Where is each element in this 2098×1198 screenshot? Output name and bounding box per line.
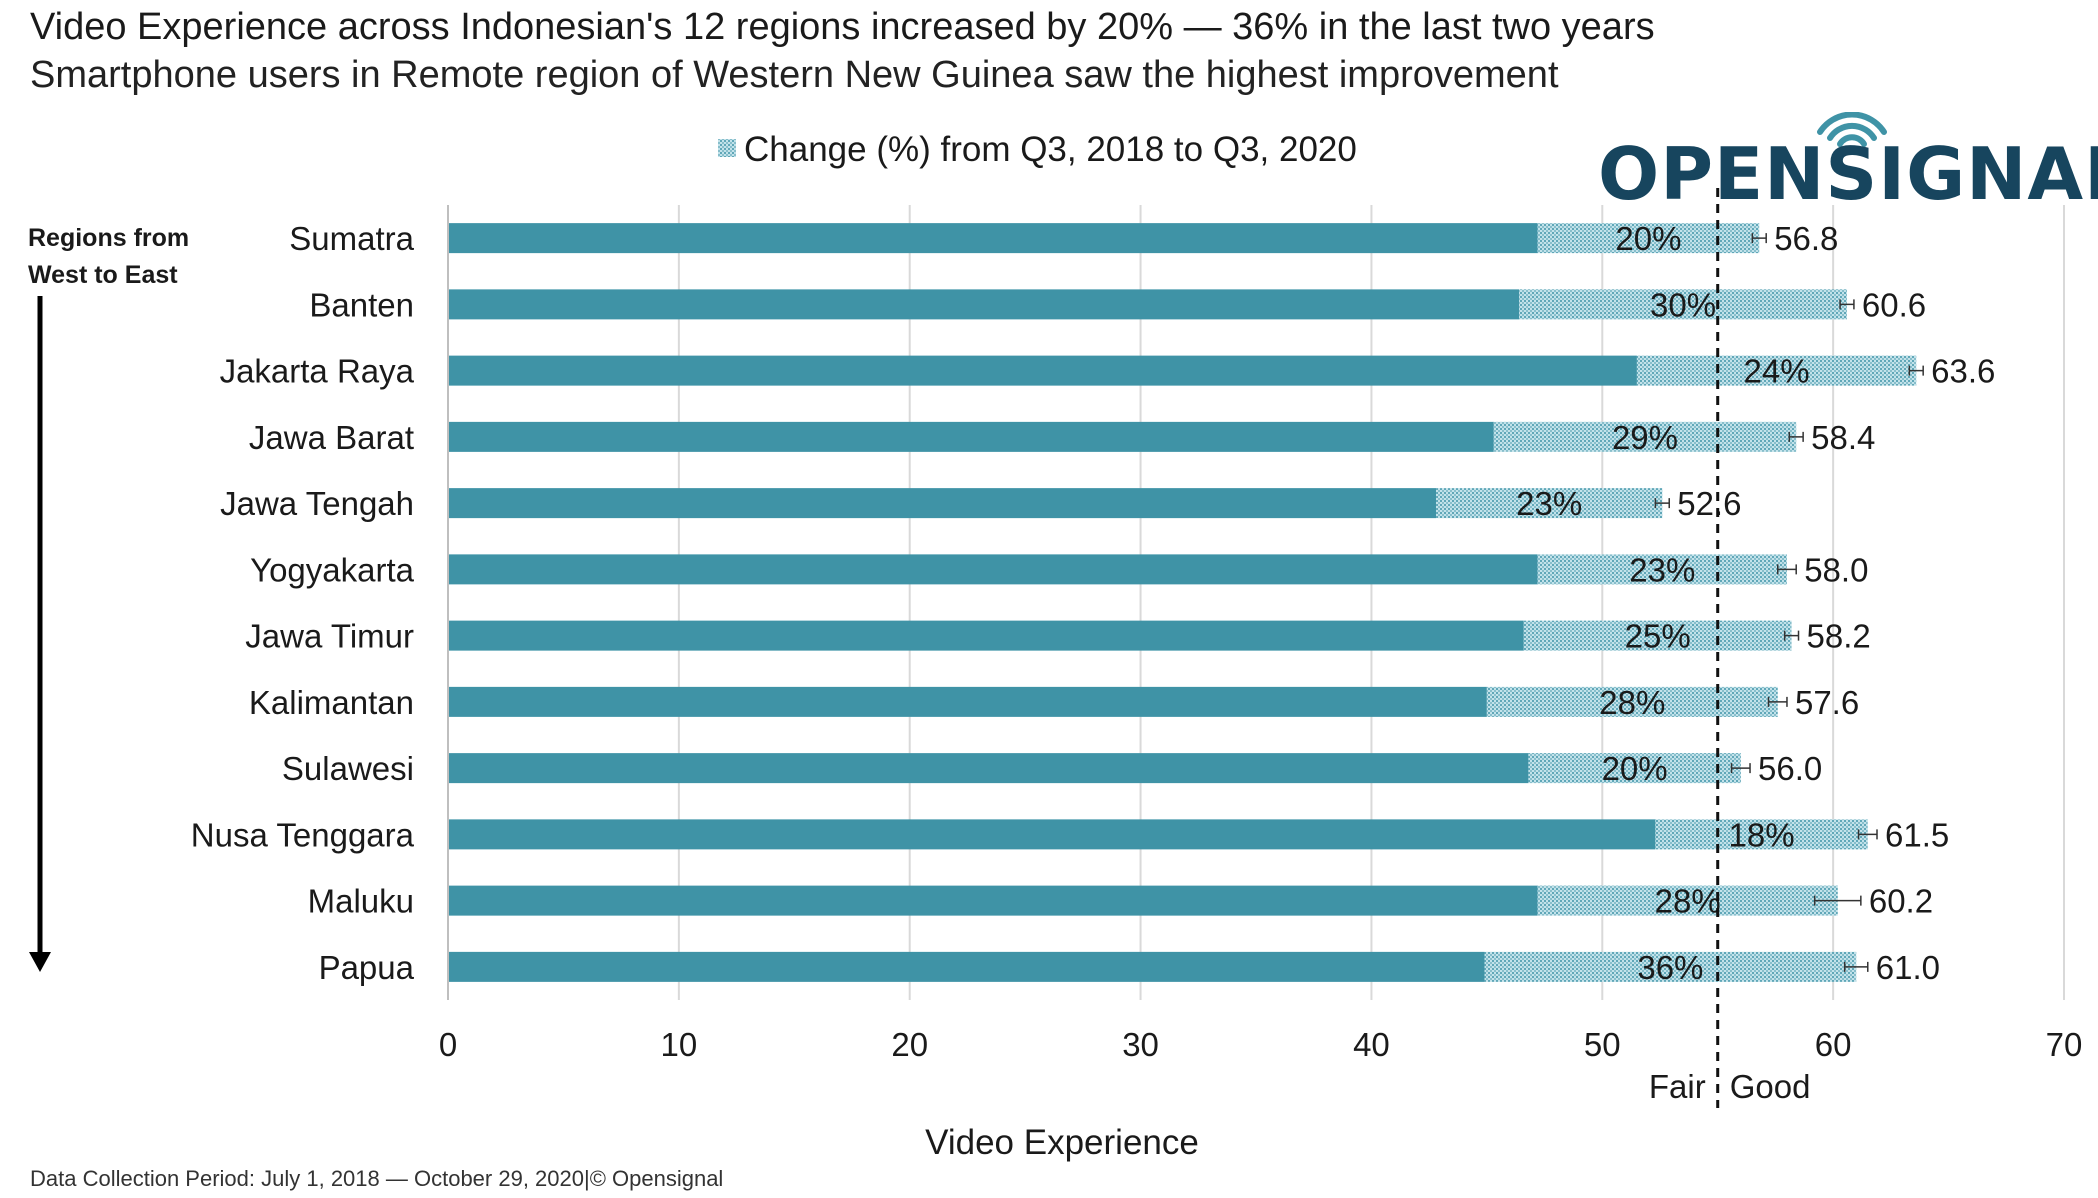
change-percent-label: 23% [1516, 485, 1582, 522]
change-percent-label: 28% [1655, 883, 1721, 920]
region-label: Kalimantan [249, 684, 414, 721]
total-value-label: 57.6 [1795, 684, 1859, 721]
chart-title: Video Experience across Indonesian's 12 … [30, 6, 1655, 48]
bar-q3-2018 [448, 620, 1524, 651]
arrow-caption-line: West to East [28, 261, 178, 289]
x-tick-label: 70 [2046, 1026, 2083, 1063]
signal-icon [1817, 112, 1887, 147]
bar-q3-2018 [448, 951, 1485, 982]
x-tick-label: 40 [1353, 1026, 1390, 1063]
x-tick-label: 0 [439, 1026, 457, 1063]
legend: Change (%) from Q3, 2018 to Q3, 2020 [718, 130, 1357, 169]
region-label: Jawa Barat [249, 419, 414, 456]
logo-wordmark: OPENSIGNAL [1598, 132, 2098, 216]
x-tick-label: 60 [1815, 1026, 1852, 1063]
arrow-head [29, 952, 51, 972]
region-label: Jawa Timur [245, 618, 414, 655]
bar-q3-2018 [448, 753, 1529, 784]
chart-subtitle: Smartphone users in Remote region of Wes… [30, 54, 1559, 96]
bar-change [1486, 686, 1778, 717]
total-value-label: 58.0 [1804, 551, 1868, 588]
arrow-caption: Regions from West to East [28, 220, 189, 294]
bar-change [1519, 289, 1847, 320]
gridlines [447, 205, 2065, 1000]
x-tick-label: 20 [891, 1026, 928, 1063]
region-label: Banten [309, 286, 414, 323]
change-percent-label: 20% [1602, 750, 1668, 787]
x-tick-label: 30 [1122, 1026, 1159, 1063]
bar-change [1537, 554, 1787, 585]
total-value-label: 52.6 [1677, 485, 1741, 522]
bar-q3-2018 [448, 686, 1487, 717]
region-label: Yogyakarta [250, 551, 415, 588]
bars [448, 223, 1924, 982]
change-percent-label: 25% [1625, 618, 1691, 655]
region-label: Jawa Tengah [220, 485, 414, 522]
change-percent-label: 28% [1599, 684, 1665, 721]
bar-change [1528, 753, 1741, 784]
bar-change [1636, 355, 1917, 386]
change-percent-label: 23% [1629, 551, 1695, 588]
region-label: Nusa Tenggara [191, 816, 415, 853]
opensignal-logo: OPENSIGNAL [1598, 112, 2098, 216]
fair-label: Fair [1649, 1068, 1706, 1105]
bar-q3-2018 [448, 554, 1538, 585]
change-percent-label: 24% [1744, 353, 1810, 390]
total-value-label: 63.6 [1931, 353, 1995, 390]
total-value-label: 56.0 [1758, 750, 1822, 787]
x-tick-label: 50 [1584, 1026, 1621, 1063]
region-label: Maluku [308, 883, 414, 920]
total-value-label: 56.8 [1774, 220, 1838, 257]
labels: Sumatra 20% 56.8 Banten 30% 60.6 Jakarta Raya 2… [191, 220, 1996, 986]
arrow-caption-line: Regions from [28, 224, 190, 252]
total-value-label: 60.6 [1862, 286, 1926, 323]
bar-q3-2018 [448, 819, 1656, 850]
bar-change [1523, 620, 1792, 651]
legend-swatch [718, 139, 736, 157]
change-percent-label: 36% [1637, 949, 1703, 986]
region-label: Jakarta Raya [220, 353, 415, 390]
total-value-label: 61.0 [1876, 949, 1940, 986]
bar-q3-2018 [448, 421, 1494, 452]
bar-change [1436, 488, 1663, 519]
bar-change [1537, 223, 1760, 254]
region-label: Sulawesi [282, 750, 414, 787]
bar-q3-2018 [448, 289, 1520, 320]
change-percent-label: 30% [1650, 286, 1716, 323]
total-value-label: 58.2 [1807, 618, 1871, 655]
data-source-footer: Data Collection Period: July 1, 2018 — O… [30, 1166, 724, 1191]
x-axis: 0 10 20 30 40 50 60 70 Fair Good [439, 188, 2083, 1108]
region-label: Sumatra [289, 220, 414, 257]
bar-q3-2018 [448, 223, 1538, 254]
x-tick-label: 10 [660, 1026, 697, 1063]
x-axis-title: Video Experience [925, 1123, 1199, 1162]
bar-change [1655, 819, 1868, 850]
bar-q3-2018 [448, 488, 1437, 519]
total-value-label: 60.2 [1869, 883, 1933, 920]
change-percent-label: 20% [1615, 220, 1681, 257]
good-label: Good [1730, 1068, 1811, 1105]
bar-change [1484, 951, 1857, 982]
change-percent-label: 29% [1612, 419, 1678, 456]
change-percent-label: 18% [1729, 816, 1795, 853]
total-value-label: 58.4 [1811, 419, 1875, 456]
bar-q3-2018 [448, 355, 1637, 386]
total-value-label: 61.5 [1885, 816, 1949, 853]
legend-label: Change (%) from Q3, 2018 to Q3, 2020 [744, 130, 1357, 169]
region-label: Papua [319, 949, 415, 986]
bar-change [1537, 885, 1838, 916]
bar-q3-2018 [448, 885, 1538, 916]
bar-change [1493, 421, 1797, 452]
